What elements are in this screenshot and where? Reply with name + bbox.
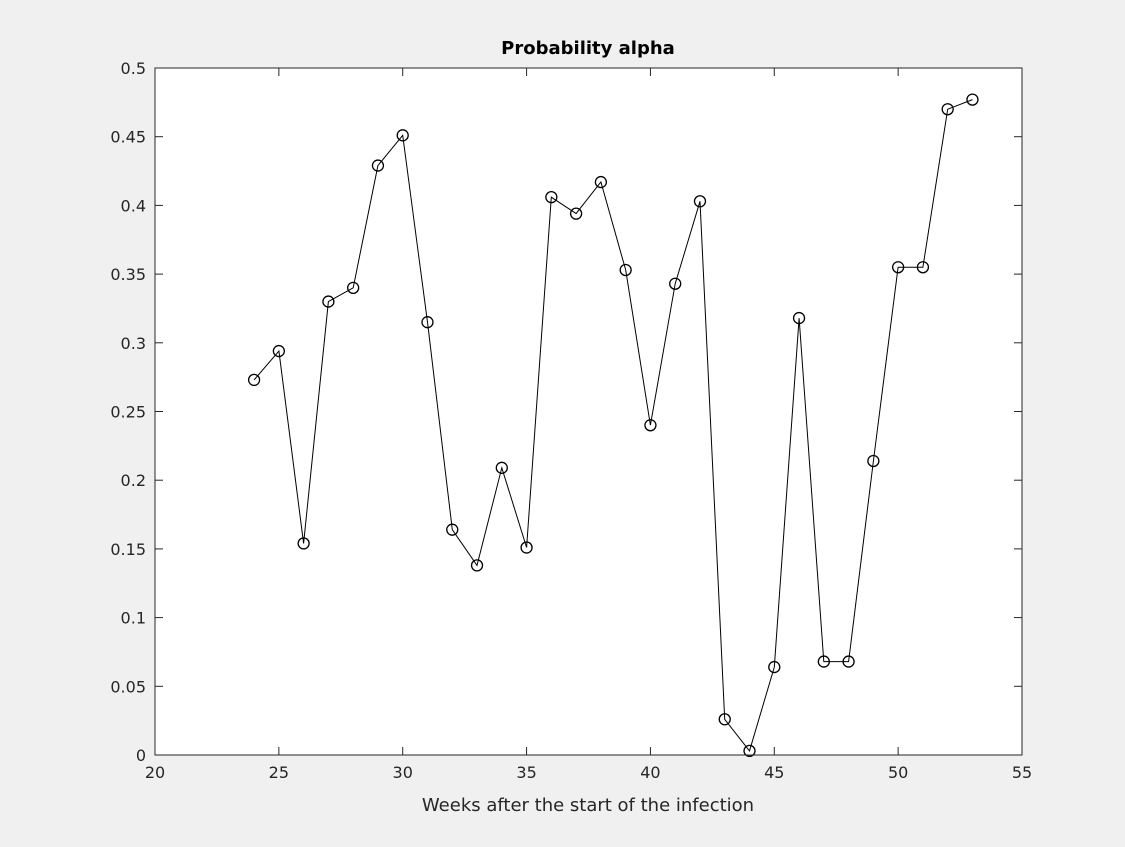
y-tick-label: 0.45 [110,128,146,147]
x-tick-label: 45 [764,763,784,782]
x-tick-label: 50 [888,763,908,782]
data-point-marker [916,261,930,274]
data-point-marker [545,191,558,204]
x-tick-label: 35 [516,763,536,782]
data-point-marker [693,195,707,208]
y-tick-label: 0.05 [110,677,146,696]
data-point-marker [941,103,954,116]
axes-background [155,68,1022,755]
data-point-marker [842,655,855,668]
y-tick-label: 0.1 [121,609,146,628]
data-point-marker [817,655,830,668]
data-point-marker [792,311,806,325]
y-tick-label: 0.4 [121,196,146,215]
data-point-marker [669,277,682,290]
data-point-marker [421,316,434,329]
data-point-marker [743,744,756,758]
data-point-marker [644,419,657,432]
data-point-marker [297,537,310,550]
y-tick-label: 0.5 [121,59,146,78]
data-point-marker [768,660,781,674]
data-point-marker [966,93,979,106]
x-tick-label: 25 [269,763,289,782]
data-point-marker [371,159,385,172]
x-tick-label: 55 [1012,763,1032,782]
data-point-marker [520,541,533,554]
data-point-marker [569,207,583,220]
data-point-marker [470,559,484,572]
data-point-marker [446,523,459,536]
data-point-marker [594,175,608,189]
y-tick-label: 0 [136,746,146,765]
data-point-marker [619,263,632,277]
x-tick-label: 30 [393,763,413,782]
y-tick-label: 0.15 [110,540,146,559]
data-point-marker [396,129,409,142]
y-tick-label: 0.3 [121,334,146,353]
tick-labels: 20 25 30 35 40 45 50 55 0 0.05 0.1 0.15 0.2 0.25 0.3 0.… [110,59,1032,782]
x-tick-label: 40 [640,763,660,782]
data-point-marker [347,281,360,294]
series-line [253,99,973,752]
data-point-marker [322,295,335,308]
y-tick-label: 0.25 [110,403,146,422]
y-tick-label: 0.2 [121,471,146,490]
data-point-marker [891,261,905,274]
y-tick-label: 0.35 [110,265,146,284]
chart-title: Probability alpha [501,38,675,59]
data-point-marker [247,373,261,387]
data-point-marker [867,454,880,468]
x-tick-label: 20 [145,763,165,782]
data-point-marker [495,461,508,474]
data-point-marker [718,713,731,726]
x-axis-label: Weeks after the start of the infection [422,795,754,816]
series-markers [247,93,979,758]
axes-box [154,67,1023,756]
data-point-marker [272,344,286,358]
